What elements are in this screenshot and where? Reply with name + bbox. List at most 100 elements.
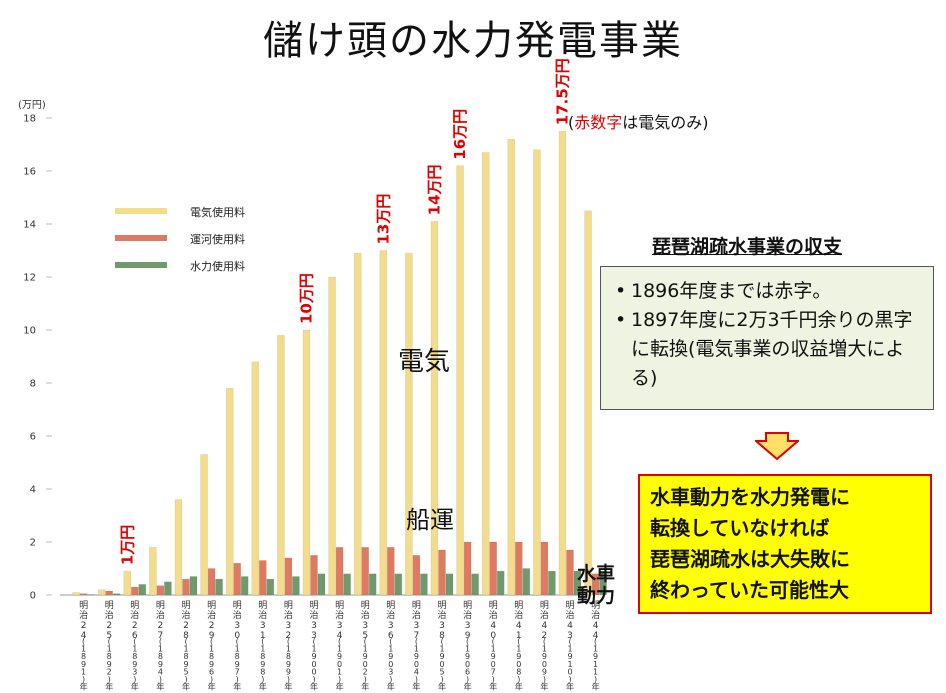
bar-canal: [335, 547, 344, 596]
x-tick-era: 明治 2 6: [130, 600, 139, 641]
x-tick-era: 明治 4 4: [591, 600, 600, 641]
x-tick-era: 明治 3 3: [309, 600, 318, 641]
x-tick-year: (1 9 0 8)年: [515, 637, 523, 692]
x-tick-label: 明治 3 0(1 8 9 7)年: [233, 600, 242, 692]
bar-waterpower: [164, 581, 172, 596]
bar-canal: [412, 555, 421, 596]
x-tick-year: (1 8 9 3)年: [131, 637, 139, 692]
bar-electricity: [558, 131, 567, 596]
bar-electricity: [200, 454, 208, 596]
bar-canal: [387, 547, 395, 596]
x-tick-label: 明治 3 6(1 9 0 3)年: [386, 600, 395, 692]
bar-electricity: [149, 547, 157, 596]
legend-label: 運河使用料: [190, 232, 245, 246]
bar-canal: [591, 573, 600, 596]
bar-electricity: [533, 149, 541, 596]
x-tick-era: 明治 3 1: [258, 600, 267, 641]
y-tick-label: 4: [30, 485, 36, 496]
x-tick-label: 明治 2 8(1 8 9 5)年: [181, 600, 190, 692]
conclusion-line-1: 水車動力を水力発電に: [650, 485, 850, 509]
x-tick-era: 明治 2 5: [105, 600, 114, 641]
x-tick-year: (1 9 0 3)年: [387, 637, 395, 692]
annotation-waterwheel-1: 水車: [577, 562, 615, 585]
bar-canal: [233, 562, 241, 596]
annotation-electricity: 電気: [398, 347, 450, 377]
bar-waterpower: [138, 584, 147, 596]
x-tick-year: (1 9 0 6)年: [464, 637, 472, 692]
conclusion-line-3: 琵琶湖疏水は大失敗に: [650, 547, 850, 571]
y-tick-label: 0: [30, 591, 36, 602]
x-tick-era: 明治 4 0: [489, 600, 498, 641]
bar-waterpower: [112, 593, 121, 596]
bar-waterpower: [215, 578, 223, 596]
bar-value-label: 14万円: [426, 164, 444, 215]
bar-electricity: [302, 329, 311, 596]
bar-value-label: 10万円: [298, 273, 316, 324]
bar-canal: [182, 578, 190, 596]
x-tick-era: 明治 2 4: [79, 600, 88, 641]
summary-bullet-2-text: 1897年度に2万3千円余りの黒字に転換(電気事業の収益増大による): [631, 309, 913, 389]
x-tick-era: 明治 4 1: [514, 600, 523, 641]
x-tick-year: (1 9 0 7)年: [489, 637, 497, 692]
x-tick-year: (1 9 0 4)年: [412, 637, 420, 692]
x-tick-year: (1 9 0 0)年: [310, 637, 318, 692]
x-tick-label: 明治 4 4(1 9 1 1)年: [591, 600, 600, 692]
conclusion-line-4: 終わっていた可能性大: [650, 578, 849, 602]
annotation-shipping: 船運: [406, 506, 454, 534]
bar-canal: [463, 541, 472, 596]
y-tick-label: 10: [23, 326, 36, 337]
bar-canal: [361, 547, 369, 596]
x-tick-year: (1 9 0 1)年: [336, 637, 344, 692]
summary-box: • 1896年度までは赤字。 • 1897年度に2万3千円余りの黒字に転換(電気…: [600, 266, 934, 410]
y-tick-label: 8: [30, 379, 36, 390]
bar-waterpower: [394, 573, 403, 596]
red-number-note: (赤数字は電気のみ): [568, 113, 709, 132]
x-tick-era: 明治 2 8: [181, 600, 190, 641]
x-tick-year: (1 9 1 1)年: [592, 637, 600, 692]
bar-waterpower: [343, 573, 351, 596]
x-tick-label: 明治 4 1(1 9 0 8)年: [514, 600, 523, 692]
x-tick-era: 明治 3 8: [437, 600, 446, 641]
x-tick-year: (1 8 9 2)年: [105, 637, 113, 692]
bar-waterpower: [522, 568, 531, 596]
y-tick-label: 14: [23, 220, 36, 231]
bar-waterpower: [471, 573, 479, 596]
panel-title: 琵琶湖疏水事業の収支: [652, 236, 843, 258]
x-tick-label: 明治 3 4(1 9 0 1)年: [335, 600, 344, 692]
x-tick-year: (1 9 1 0)年: [566, 637, 574, 692]
bar-electricity: [97, 589, 106, 596]
bar-waterpower: [420, 573, 428, 596]
x-tick-label: 明治 2 4(1 8 9 1)年: [79, 600, 88, 692]
x-tick-label: 明治 2 9(1 8 9 6)年: [207, 600, 216, 692]
bar-electricity: [481, 152, 490, 596]
x-tick-label: 明治 2 6(1 8 9 3)年: [130, 600, 139, 692]
x-tick-label: 明治 4 2(1 9 0 9)年: [540, 600, 549, 692]
bar-waterpower: [317, 573, 326, 596]
bar-canal: [540, 541, 549, 596]
bar-electricity: [277, 335, 285, 596]
x-tick-label: 明治 2 5(1 8 9 2)年: [105, 600, 114, 692]
x-tick-label: 明治 4 0(1 9 0 7)年: [489, 600, 498, 692]
bar-canal: [489, 541, 497, 596]
x-tick-era: 明治 4 2: [540, 600, 549, 641]
bar-canal: [284, 557, 293, 596]
y-unit-label: (万円): [18, 100, 46, 111]
bar-value-label: 16万円: [451, 109, 469, 160]
y-tick-label: 6: [30, 432, 36, 443]
bar-waterpower: [599, 570, 607, 596]
x-tick-era: 明治 3 7: [412, 600, 421, 641]
x-tick-era: 明治 3 2: [284, 600, 293, 641]
x-tick-era: 明治 3 0: [233, 600, 242, 641]
x-tick-year: (1 9 0 2)年: [361, 637, 369, 692]
x-tick-year: (1 8 9 5)年: [182, 637, 190, 692]
bar-canal: [566, 549, 574, 596]
bar-waterpower: [368, 573, 377, 596]
legend-label: 水力使用料: [190, 259, 245, 273]
bar-waterpower: [548, 570, 556, 596]
x-tick-era: 明治 3 5: [361, 600, 370, 641]
bar-waterpower: [496, 570, 505, 596]
x-tick-era: 明治 2 7: [156, 600, 165, 641]
bar-canal: [310, 555, 318, 596]
bullet-glyph: •: [615, 309, 627, 331]
